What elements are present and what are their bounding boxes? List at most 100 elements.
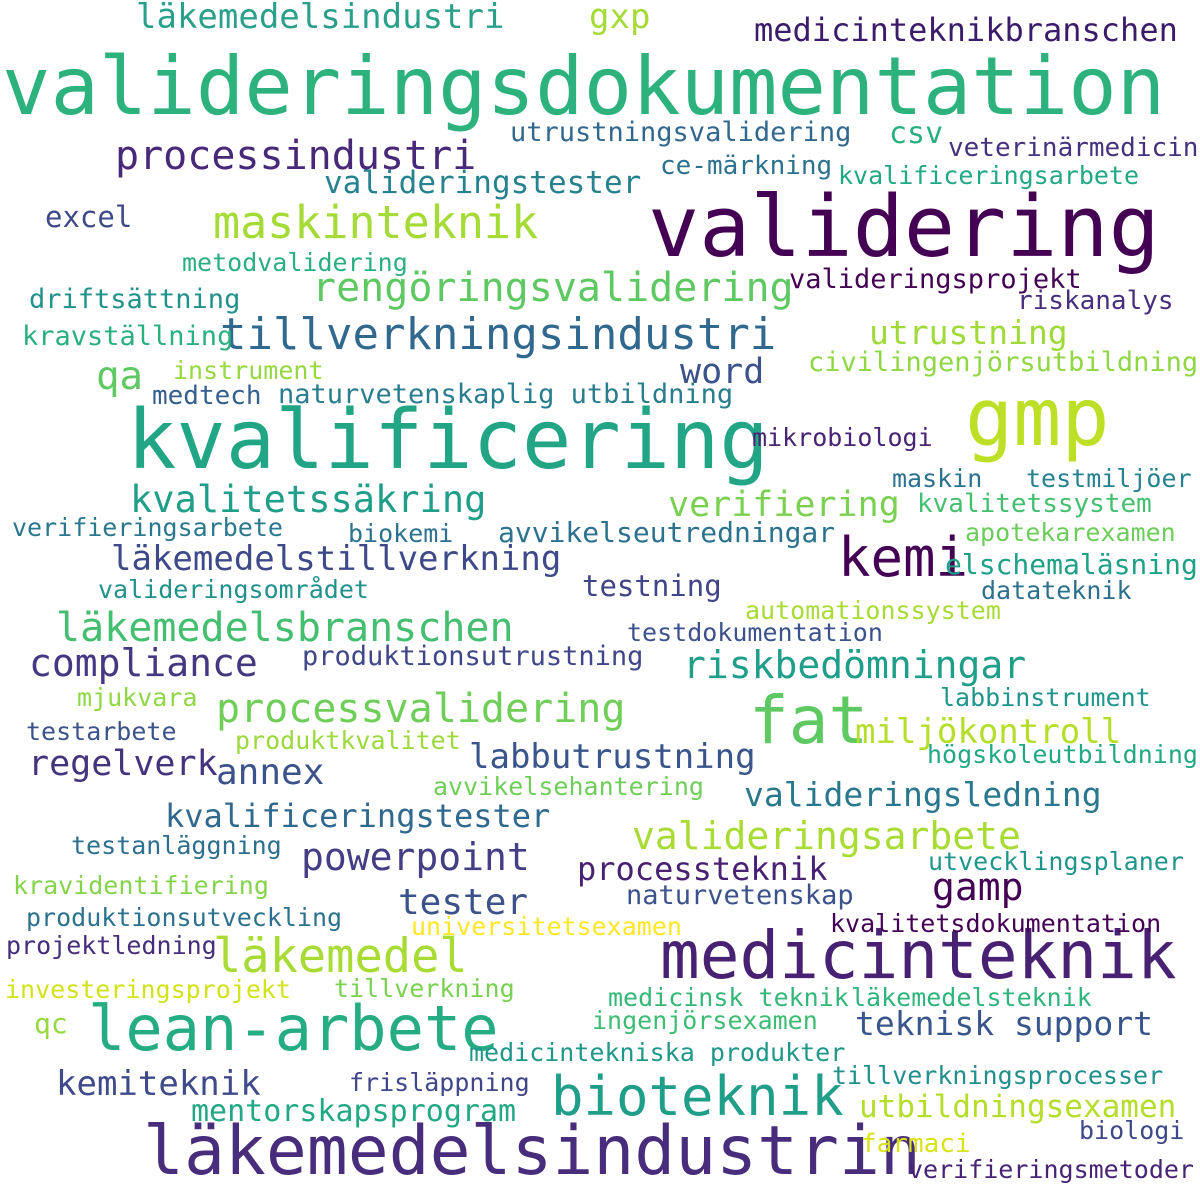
word: riskbedömningar xyxy=(683,643,1027,687)
word: mikrobiologi xyxy=(752,423,933,452)
word: läkemedel xyxy=(213,929,468,984)
word: veterinärmedicin xyxy=(948,133,1199,163)
word: processvalidering xyxy=(216,686,626,732)
word: bioteknik xyxy=(551,1065,844,1128)
word: instrument xyxy=(173,356,324,385)
word: universitetsexamen xyxy=(411,912,682,941)
word: valideringsprojekt xyxy=(789,264,1082,295)
word: apotekarexamen xyxy=(965,518,1176,547)
word: naturvetenskap xyxy=(626,880,854,911)
word: kravidentifiering xyxy=(13,871,269,900)
word: gmp xyxy=(965,371,1110,464)
word: produktkvalitet xyxy=(235,726,461,755)
word: biologi xyxy=(1079,1116,1185,1145)
word: läkemedelsindustri xyxy=(136,0,505,37)
word: valideringsarbete xyxy=(632,814,1021,858)
word: utrustningsvalidering xyxy=(510,117,852,148)
word: naturvetenskaplig utbildning xyxy=(278,379,734,410)
word: ingenjörsexamen xyxy=(592,1006,818,1035)
word: maskin xyxy=(892,464,983,493)
word: validering xyxy=(648,178,1160,277)
word: testning xyxy=(582,569,722,603)
word: högskoleutbildning xyxy=(927,740,1198,769)
word: powerpoint xyxy=(301,835,530,879)
word: utrustning xyxy=(869,313,1068,352)
word: verifiering xyxy=(668,485,900,525)
word: biokemi xyxy=(348,519,454,548)
word: gxp xyxy=(589,0,651,37)
word: projektledning xyxy=(6,931,217,960)
word: mjukvara xyxy=(77,683,198,712)
word: annex xyxy=(216,752,325,793)
word: datateknik xyxy=(981,576,1132,605)
word: miljökontroll xyxy=(855,712,1122,752)
word: utvecklingsplaner xyxy=(928,847,1184,876)
word: medicintekniska produkter xyxy=(469,1038,846,1067)
word: elschemaläsning xyxy=(945,548,1198,581)
word: word xyxy=(680,352,765,392)
word: medicinsk teknik xyxy=(608,983,849,1012)
word: testdokumentation xyxy=(627,618,883,647)
word: produktionsutrustning xyxy=(302,641,644,672)
word: testarbete xyxy=(26,717,177,746)
word: ce-märkning xyxy=(660,151,833,181)
word: medicinteknik xyxy=(660,917,1177,994)
word: qa xyxy=(96,354,143,399)
word: läkemedelsbranschen xyxy=(56,605,514,651)
word: medicinteknikbranschen xyxy=(754,11,1178,49)
word: mentorskapsprogram xyxy=(191,1094,517,1129)
word: frisläppning xyxy=(349,1068,530,1097)
word: kvalificering xyxy=(127,393,769,488)
word: excel xyxy=(45,200,133,234)
word: lean-arbete xyxy=(88,992,499,1065)
word: valideringsområdet xyxy=(98,575,369,604)
word: kvalitetsdokumentation xyxy=(830,909,1162,938)
word: processteknik xyxy=(577,850,828,888)
word: avvikelsehantering xyxy=(433,772,704,801)
word: investeringsprojekt xyxy=(5,975,291,1004)
word: metodvalidering xyxy=(182,248,408,277)
word: utbildningsexamen xyxy=(859,1089,1177,1125)
word: läkemedelstillverkning xyxy=(111,539,562,579)
word: valideringstester xyxy=(324,165,642,201)
word: läkemedelsindustrin xyxy=(143,1112,921,1191)
word: kvalificeringsarbete xyxy=(838,161,1140,190)
word: tillverkningsprocesser xyxy=(832,1061,1164,1090)
word: automationssystem xyxy=(745,596,1001,625)
word: tester xyxy=(398,882,529,923)
word: kvalificeringstester xyxy=(165,797,551,835)
word: riskanalys xyxy=(1017,286,1174,316)
word: verifieringsmetoder xyxy=(908,1155,1194,1184)
word: valideringsdokumentation xyxy=(2,39,1166,133)
word: testanläggning xyxy=(71,831,282,860)
word: testmiljöer xyxy=(1026,464,1192,493)
word: csv xyxy=(889,116,944,151)
word: medtech xyxy=(152,381,262,411)
word: kemi xyxy=(838,526,969,589)
word: civilingenjörsutbildning xyxy=(808,347,1199,378)
word: kravställning xyxy=(22,321,234,352)
word: regelverk xyxy=(28,744,218,784)
word: valideringsledning xyxy=(744,775,1102,814)
word: farmaci xyxy=(861,1129,971,1159)
word: kvalitetssäkring xyxy=(130,478,487,521)
word: verifieringsarbete xyxy=(12,513,283,542)
word: rengöringsvalidering xyxy=(312,265,794,311)
word: tillverkningsindustri xyxy=(220,309,777,360)
word: läkemedelsteknik xyxy=(851,983,1092,1012)
word: produktionsutveckling xyxy=(26,903,343,932)
word: avvikelseutredningar xyxy=(498,516,836,549)
word: qc xyxy=(34,1007,68,1040)
word: compliance xyxy=(29,641,258,685)
word: labbutrustning xyxy=(469,737,756,777)
word: gamp xyxy=(932,865,1024,909)
word: teknisk support xyxy=(855,1004,1154,1043)
word: driftsättning xyxy=(29,284,241,315)
word: labbinstrument xyxy=(940,683,1151,712)
word: kvalitetssystem xyxy=(917,489,1152,519)
word: processindustri xyxy=(115,133,477,179)
word: fat xyxy=(749,682,869,759)
word: maskinteknik xyxy=(213,196,539,249)
word: tillverkning xyxy=(334,974,515,1003)
